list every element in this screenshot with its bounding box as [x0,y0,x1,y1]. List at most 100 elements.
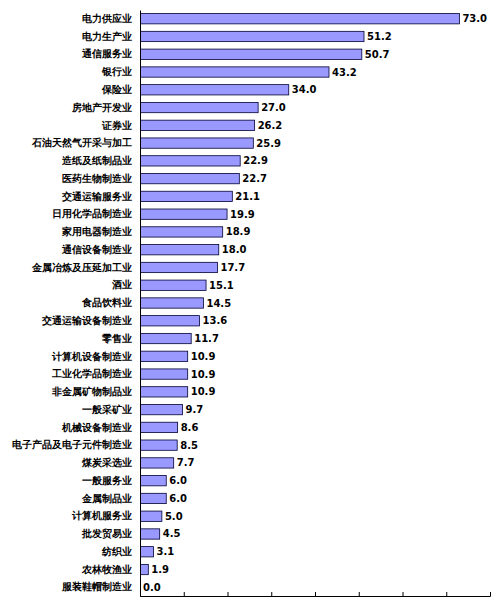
y-tick: 工业化学品制造业 [51,368,140,379]
y-tick-label: 电力供应业 [82,13,132,24]
bar [140,156,240,166]
y-tick-label: 金属冶炼及压延加工业 [31,262,132,273]
bar [140,316,200,326]
y-tick-label: 保险业 [101,84,132,95]
data-label: 27.0 [261,102,286,113]
data-label: 3.1 [157,546,175,557]
data-label: 1.9 [151,564,169,575]
x-tick [403,592,404,596]
x-tick [228,592,229,596]
y-tick: 电子产品及电子元件制造业 [12,439,140,450]
x-tick [184,592,185,596]
y-tick-label: 酒业 [111,279,132,290]
chart: 电力供应业电力生产业通信服务业银行业保险业房地产开发业证券业石油天然气开采与加工… [0,0,500,604]
y-tick-label: 计算机设备制造业 [51,351,132,362]
y-tick: 证券业 [101,120,140,131]
data-label: 22.9 [243,155,268,166]
y-tick: 家用电器制造业 [61,226,140,237]
data-label: 5.0 [165,511,183,522]
data-label: 7.7 [177,457,195,468]
bar [140,298,203,308]
bar [140,529,160,539]
data-label: 73.0 [462,13,487,24]
y-tick: 日用化学品制造业 [52,208,140,219]
data-label: 10.9 [191,386,216,397]
x-tick-mark [403,592,404,596]
y-tick-label: 机械设备制造业 [61,422,132,433]
x-tick-mark [315,592,316,596]
y-tick: 交通运输设备制造业 [41,315,140,326]
data-label: 50.7 [365,49,390,60]
y-tick-label: 造纸及纸制品业 [61,155,132,166]
data-label: 14.5 [206,298,231,309]
plot: 电力供应业电力生产业通信服务业银行业保险业房地产开发业证券业石油天然气开采与加工… [12,11,491,597]
x-tick-mark [228,592,229,596]
bar [140,209,227,219]
y-tick-label: 通信设备制造业 [61,244,132,255]
bar [140,511,162,521]
data-label: 13.6 [203,315,228,326]
y-tick-label: 零售业 [101,333,132,344]
x-tick-mark [359,592,360,596]
y-tick: 煤炭采选业 [81,457,140,468]
y-tick-label: 日用化学品制造业 [52,208,132,219]
y-tick-label: 电子产品及电子元件制造业 [12,439,132,450]
data-label: 17.7 [220,262,245,273]
y-tick: 酒业 [111,279,140,290]
data-label: 43.2 [332,67,357,78]
y-tick: 零售业 [101,333,140,344]
bar [140,458,174,468]
y-tick-label: 工业化学品制造业 [51,368,132,379]
bar [140,262,217,272]
y-tick-label: 食品饮料业 [81,297,132,308]
data-label: 8.5 [180,440,198,451]
data-label: 11.7 [194,333,219,344]
bar [140,422,178,432]
y-tick-label: 交通运输服务业 [61,191,132,202]
data-label: 10.9 [191,369,216,380]
y-tick-label: 一般服务业 [82,475,132,486]
y-tick: 房地产开发业 [71,102,140,113]
data-label: 34.0 [292,84,317,95]
y-tick: 一般服务业 [82,475,140,486]
data-label: 4.5 [163,528,181,539]
bar [140,387,188,397]
data-labels: 73.051.250.743.234.027.026.225.922.922.7… [143,13,487,593]
x-tick [315,592,316,596]
y-tick-label: 石油天然气开采与加工 [31,137,132,148]
y-tick: 一般采矿业 [82,404,140,415]
data-label: 19.9 [230,209,255,220]
bar [140,120,255,130]
y-tick: 纺织业 [101,546,140,557]
y-tick: 农林牧渔业 [81,564,140,575]
x-tick-mark [446,592,447,596]
y-tick: 服装鞋帽制造业 [61,581,140,592]
y-tick: 通信设备制造业 [61,244,140,255]
y-tick: 机械设备制造业 [61,422,140,433]
x-tick [359,592,360,596]
data-label: 15.1 [209,280,234,291]
y-tick: 银行业 [101,66,140,77]
y-tick-label: 农林牧渔业 [81,564,132,575]
data-label: 6.0 [169,475,187,486]
x-tick [490,592,491,596]
data-label: 10.9 [191,351,216,362]
x-tick [271,592,272,596]
bar [140,493,166,503]
bar [140,173,239,183]
data-label: 51.2 [367,31,392,42]
data-label: 18.9 [226,226,251,237]
y-tick: 医药生物制造业 [62,173,140,184]
y-axis-line [140,11,141,597]
y-tick-label: 金属制品业 [81,493,132,504]
y-tick-label: 房地产开发业 [71,102,132,113]
bar [140,102,258,112]
bar [140,227,223,237]
x-axis-line [141,592,491,597]
y-tick: 金属制品业 [81,493,140,504]
y-tick-label: 纺织业 [101,546,132,557]
bar [140,67,329,77]
y-tick: 造纸及纸制品业 [61,155,140,166]
bar [140,369,188,379]
data-label: 22.7 [242,173,267,184]
